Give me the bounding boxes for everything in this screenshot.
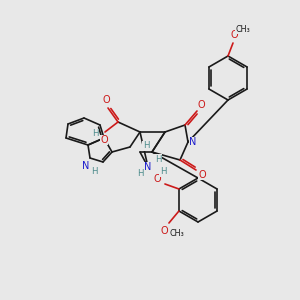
Text: O: O bbox=[153, 174, 161, 184]
Text: O: O bbox=[100, 135, 108, 145]
Text: O: O bbox=[102, 95, 110, 105]
Text: O: O bbox=[230, 30, 238, 40]
Text: H: H bbox=[160, 167, 166, 176]
Text: O: O bbox=[197, 100, 205, 110]
Text: CH₃: CH₃ bbox=[169, 229, 184, 238]
Text: N: N bbox=[144, 162, 152, 172]
Text: N: N bbox=[189, 137, 197, 147]
Text: O: O bbox=[198, 170, 206, 180]
Text: H: H bbox=[143, 142, 149, 151]
Text: H: H bbox=[137, 169, 143, 178]
Text: N: N bbox=[82, 161, 90, 171]
Text: H: H bbox=[91, 167, 97, 176]
Text: O: O bbox=[160, 226, 168, 236]
Text: H: H bbox=[92, 130, 98, 139]
Text: H: H bbox=[155, 154, 161, 164]
Text: CH₃: CH₃ bbox=[236, 25, 250, 34]
